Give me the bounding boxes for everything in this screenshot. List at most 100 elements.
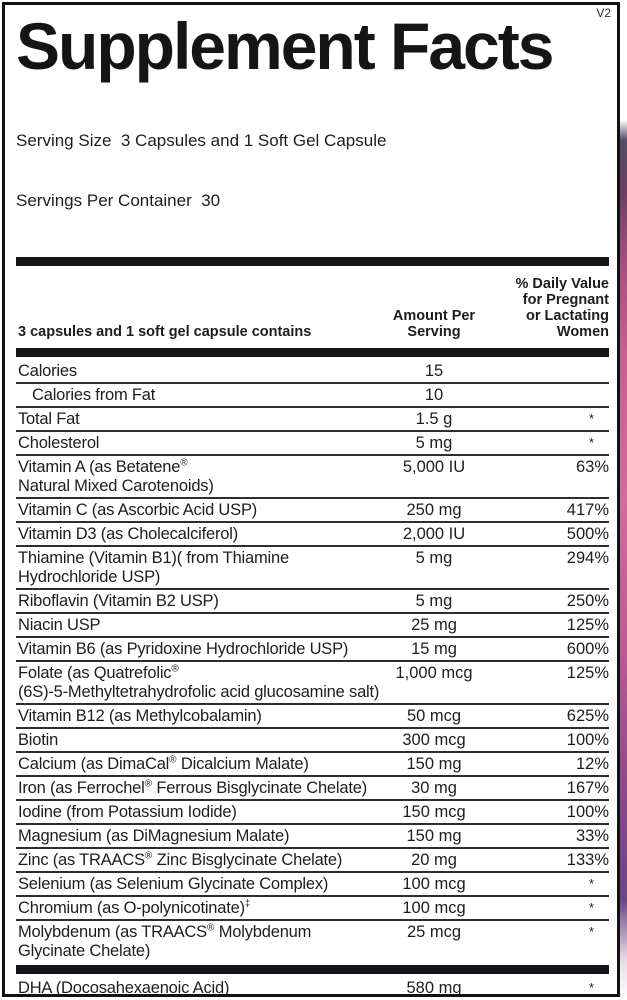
nutrient-name: Iodine (from Potassium Iodide) — [18, 803, 237, 821]
nutrient-daily-value: * — [588, 435, 594, 450]
nutrient-daily-value: * — [588, 900, 594, 915]
nutrient-amount: 20 mg — [411, 851, 457, 869]
nutrient-name: Chromium (as O-polynicotinate)‡ — [18, 898, 251, 917]
nutrient-amount: 5,000 IU — [402, 458, 466, 476]
nutrient-amount: 580 mg — [406, 979, 462, 997]
nutrient-amount: 150 mcg — [402, 803, 466, 821]
nutrient-daily-value — [509, 362, 609, 381]
nutrient-amount: 1.5 g — [415, 410, 453, 428]
nutrient-row: Niacin USP 25 mg 125% — [16, 614, 609, 638]
nutrient-amount: 100 mcg — [402, 899, 466, 917]
nutrient-name: Total Fat — [18, 410, 80, 428]
nutrient-amount: 250 mg — [406, 501, 462, 519]
nutrient-daily-value: 100% — [566, 803, 609, 821]
nutrient-amount: 300 mcg — [402, 731, 466, 749]
nutrient-row: Vitamin A (as Betatene® Natural Mixed Car… — [16, 456, 609, 499]
nutrient-name: Iron (as Ferrochel® Ferrous Bisglycinate… — [18, 778, 368, 797]
nutrient-amount: 2,000 IU — [402, 525, 466, 543]
nutrient-name: Folate (as Quatrefolic® (6S)-5-Methyltetr… — [18, 663, 380, 701]
amount-column-header: Amount Per Serving — [392, 308, 476, 340]
nutrient-daily-value: 33% — [575, 827, 609, 845]
nutrient-name: Thiamine (Vitamin B1)( from Thiamine Hydr… — [18, 549, 289, 586]
nutrient-daily-value — [509, 386, 609, 405]
nutrient-amount: 10 — [424, 386, 444, 404]
nutrient-row: Cholesterol 5 mg * — [16, 432, 609, 456]
nutrient-daily-value: 625% — [566, 707, 609, 725]
nutrient-amount: 5 mg — [415, 592, 453, 610]
section-divider-bar — [16, 257, 609, 266]
panel-title: Supplement Facts — [16, 9, 554, 83]
nutrient-amount: 15 — [424, 362, 444, 380]
label-edge-background — [620, 0, 627, 1000]
nutrient-daily-value: 417% — [566, 501, 609, 519]
nutrient-amount: 50 mcg — [406, 707, 462, 725]
nutrient-row: Iron (as Ferrochel® Ferrous Bisglycinate… — [16, 777, 609, 801]
nutrient-row: Riboflavin (Vitamin B2 USP) 5 mg 250% — [16, 590, 609, 614]
section-divider-bar — [16, 965, 609, 974]
nutrient-name: Vitamin B6 (as Pyridoxine Hydrochloride … — [18, 640, 349, 658]
nutrient-rows: Calories 15 Calories from Fat 10 Total Fat 1.… — [16, 360, 609, 997]
nutrient-amount: 150 mg — [406, 755, 462, 773]
nutrient-row: Chromium (as O-polynicotinate)‡ 100 mcg * — [16, 897, 609, 921]
nutrient-name: Selenium (as Selenium Glycinate Complex) — [18, 875, 329, 893]
nutrient-daily-value: 125% — [566, 616, 609, 634]
nutrient-name: Vitamin C (as Ascorbic Acid USP) — [18, 501, 258, 519]
nutrient-name: Calories from Fat — [32, 386, 156, 404]
nutrient-row: Iodine (from Potassium Iodide) 150 mcg 100… — [16, 801, 609, 825]
nutrient-name: Riboflavin (Vitamin B2 USP) — [18, 592, 219, 610]
nutrient-name: Zinc (as TRAACS® Zinc Bisglycinate Chela… — [18, 850, 343, 869]
nutrient-amount: 5 mg — [415, 434, 453, 452]
nutrient-daily-value: * — [588, 876, 594, 891]
nutrient-row: Vitamin C (as Ascorbic Acid USP) 250 mg 41… — [16, 499, 609, 523]
table-column-headers: 3 capsules and 1 soft gel capsule contai… — [16, 269, 609, 345]
nutrient-amount: 30 mg — [411, 779, 457, 797]
nutrient-amount: 15 mg — [411, 640, 457, 658]
nutrient-row: Thiamine (Vitamin B1)( from Thiamine Hydr… — [16, 547, 609, 590]
nutrient-name: Biotin — [18, 731, 59, 749]
nutrient-row: Folate (as Quatrefolic® (6S)-5-Methyltetr… — [16, 662, 609, 705]
nutrient-name: Magnesium (as DiMagnesium Malate) — [18, 827, 290, 845]
nutrient-daily-value: 133% — [566, 851, 609, 869]
section-divider-bar — [16, 348, 609, 357]
nutrient-row: Selenium (as Selenium Glycinate Complex)… — [16, 873, 609, 897]
nutrient-amount: 1,000 mcg — [395, 664, 473, 682]
nutrient-daily-value: 125% — [566, 664, 609, 682]
nutrient-daily-value: 100% — [566, 731, 609, 749]
nutrient-row: Biotin 300 mcg 100% — [16, 729, 609, 753]
nutrient-daily-value: * — [588, 980, 594, 995]
serving-info: Serving Size 3 Capsules and 1 Soft Gel C… — [16, 91, 609, 251]
nutrient-row: Vitamin B12 (as Methylcobalamin) 50 mcg 62… — [16, 705, 609, 729]
nutrient-daily-value: 167% — [566, 779, 609, 797]
nutrient-name: Molybdenum (as TRAACS® Molybdenum Glycina… — [18, 922, 312, 960]
nutrient-name: Cholesterol — [18, 434, 100, 452]
nutrient-name: DHA (Docosahexaenoic Acid) — [18, 979, 230, 997]
nutrient-row: Calories from Fat 10 — [16, 384, 609, 408]
nutrient-row: Vitamin D3 (as Cholecalciferol) 2,000 IU 5… — [16, 523, 609, 547]
nutrient-name: Vitamin D3 (as Cholecalciferol) — [18, 525, 238, 543]
nutrient-row: Vitamin B6 (as Pyridoxine Hydrochloride … — [16, 638, 609, 662]
nutrient-row: Calories 15 — [16, 360, 609, 384]
nutrient-name: Niacin USP — [18, 616, 101, 634]
serving-size-line: Serving Size 3 Capsules and 1 Soft Gel C… — [16, 131, 387, 150]
nutrient-daily-value: 63% — [575, 458, 609, 476]
nutrient-name: Vitamin A (as Betatene® Natural Mixed Car… — [18, 457, 214, 495]
nutrient-daily-value: 12% — [575, 755, 609, 773]
nutrient-amount: 5 mg — [415, 549, 453, 567]
nutrient-name: Vitamin B12 (as Methylcobalamin) — [18, 707, 262, 725]
nutrient-name: Calories — [18, 362, 77, 380]
contains-column-header: 3 capsules and 1 soft gel capsule contai… — [18, 324, 312, 340]
nutrient-row: Molybdenum (as TRAACS® Molybdenum Glycina… — [16, 921, 609, 962]
nutrient-daily-value: 500% — [566, 525, 609, 543]
nutrient-daily-value: * — [588, 924, 594, 939]
nutrient-name: Calcium (as DimaCal® Dicalcium Malate) — [18, 754, 309, 773]
nutrient-amount: 150 mg — [406, 827, 462, 845]
nutrient-row: Calcium (as DimaCal® Dicalcium Malate) 15… — [16, 753, 609, 777]
nutrient-row: Total Fat 1.5 g * — [16, 408, 609, 432]
nutrient-amount: 100 mcg — [402, 875, 466, 893]
nutrient-daily-value: * — [588, 411, 594, 426]
version-tag: V2 — [596, 6, 611, 20]
nutrient-row: DHA (Docosahexaenoic Acid) 580 mg * — [16, 977, 609, 997]
daily-value-column-header: % Daily Value for Pregnant or Lactating … — [515, 276, 610, 340]
